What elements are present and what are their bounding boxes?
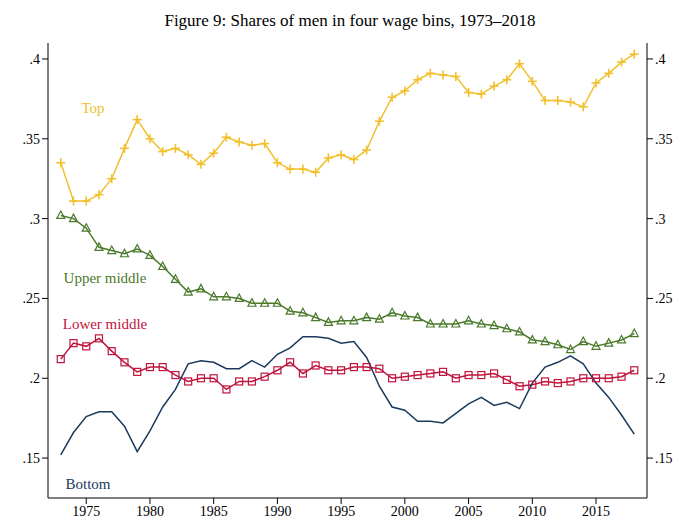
svg-text:1985: 1985 [200, 504, 228, 519]
svg-text:2015: 2015 [582, 504, 610, 519]
svg-text:.35: .35 [23, 132, 41, 147]
html-text:Upper middle: Upper middle [63, 269, 147, 286]
svg-text:.25: .25 [655, 291, 673, 306]
svg-text:.4: .4 [655, 52, 666, 67]
svg-text:.15: .15 [23, 451, 41, 466]
svg-text:.3: .3 [30, 212, 41, 227]
svg-text:1990: 1990 [263, 504, 291, 519]
html-text:Lower middle: Lower middle [62, 315, 148, 332]
svg-text:2000: 2000 [391, 504, 419, 519]
svg-text:.25: .25 [23, 291, 41, 306]
svg-text:.35: .35 [655, 132, 673, 147]
svg-text:2010: 2010 [518, 504, 546, 519]
html-text:Bottom: Bottom [65, 475, 111, 492]
svg-text:1975: 1975 [72, 504, 100, 519]
svg-text:.2: .2 [30, 371, 41, 386]
svg-text:1995: 1995 [327, 504, 355, 519]
svg-text:2005: 2005 [455, 504, 483, 519]
svg-text:.3: .3 [655, 212, 666, 227]
html-text:Figure 9: Shares of men in fou: Figure 9: Shares of men in four wage bin… [164, 11, 536, 30]
html-text:Top: Top [81, 99, 105, 116]
svg-text:.15: .15 [655, 451, 673, 466]
svg-text:.4: .4 [30, 52, 41, 67]
svg-text:1980: 1980 [136, 504, 164, 519]
svg-text:.2: .2 [655, 371, 666, 386]
